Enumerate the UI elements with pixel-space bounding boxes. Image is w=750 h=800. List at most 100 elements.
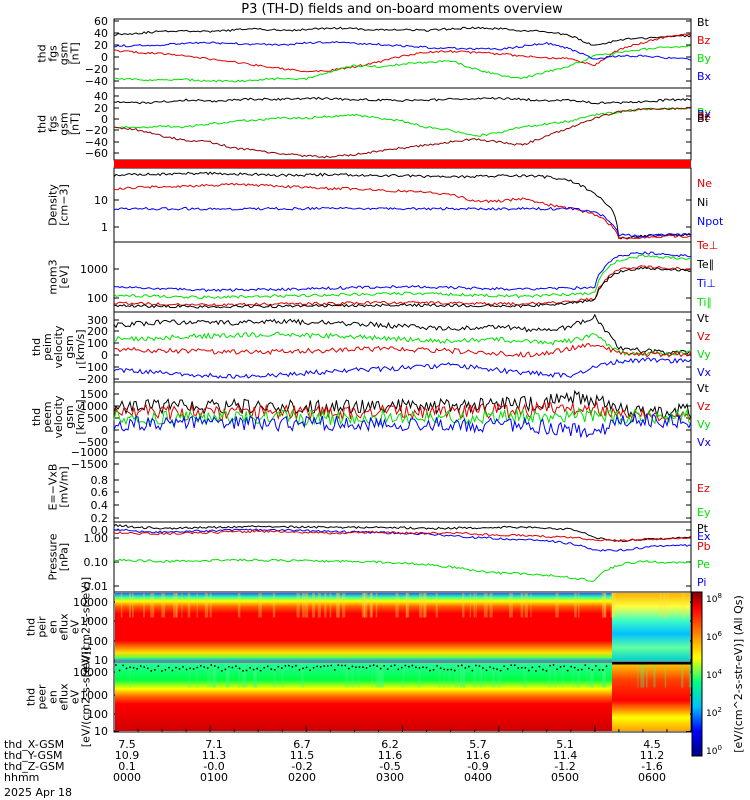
fill-marker	[199, 664, 202, 667]
fill-marker	[365, 667, 368, 669]
fill-marker	[288, 664, 290, 667]
spectrogram-streak	[601, 593, 606, 618]
spectrogram-streak	[663, 593, 667, 618]
spectrogram-streak	[207, 663, 211, 688]
fill-marker	[358, 666, 361, 668]
y-tick-label: −200	[78, 373, 108, 386]
spectrogram-streak	[509, 593, 513, 618]
spectrogram-streak	[196, 663, 198, 688]
fill-marker	[192, 668, 195, 670]
fill-marker	[150, 669, 153, 672]
y-tick-label: 0.01	[84, 580, 109, 593]
fill-marker	[284, 664, 287, 667]
fill-marker	[591, 668, 594, 671]
y-tick-label: 100	[87, 708, 108, 721]
spectrogram-streak	[254, 663, 257, 688]
series-te	[113, 266, 692, 309]
fill-marker	[175, 666, 177, 669]
fill-marker	[344, 664, 347, 667]
spectrogram-streak	[448, 663, 451, 688]
y-tick-label: 10000	[73, 596, 108, 609]
figure-title: P3 (TH-D) fields and on-board moments ov…	[241, 2, 563, 17]
fill-marker	[482, 667, 484, 669]
spectrogram-streak	[304, 593, 309, 618]
series-vz	[113, 400, 692, 423]
fill-marker	[118, 669, 121, 672]
spectrogram-streak	[479, 663, 483, 688]
fill-marker	[393, 664, 396, 667]
spectrogram-streak	[601, 663, 606, 688]
spectrogram-streak	[212, 663, 216, 688]
spectrogram-streak	[667, 593, 670, 618]
legend-bz: Bz	[697, 34, 711, 47]
footer-date: 2025 Apr 18	[4, 786, 72, 799]
spectrogram-streak	[358, 663, 360, 688]
fill-marker	[228, 665, 230, 668]
legend-vy: Vy	[697, 418, 711, 431]
electron-spectrogram-active	[612, 663, 690, 731]
spectrogram-streak	[435, 593, 438, 618]
y-axis-title: thdfgsgsm[nT]	[36, 42, 82, 65]
legend-bx: Bx	[697, 108, 712, 121]
spectrogram-streak	[375, 663, 380, 688]
fill-marker	[312, 666, 315, 669]
y-tick-label: 10	[94, 654, 108, 667]
spectrogram-streak	[417, 663, 421, 688]
fill-marker	[400, 666, 403, 669]
fill-marker	[478, 665, 481, 667]
fill-marker	[376, 665, 379, 668]
footer-ephemeris: thd_X-GSM 7.5 7.1 6.7 6.2 5.7 5.1 4.5 thd_Y-GSM 1…	[4, 726, 692, 784]
footer-value: 11.6	[378, 749, 403, 762]
y-tick-label: 0.2	[91, 512, 109, 525]
fill-marker	[605, 665, 608, 668]
fill-marker	[587, 667, 590, 670]
fill-marker	[580, 668, 583, 671]
spectrogram-streak	[523, 663, 527, 688]
y-tick-label: 1000	[80, 615, 108, 628]
legend-pt: Pt	[697, 522, 709, 535]
spectrogram-streak	[317, 593, 321, 618]
spectrogram-streak	[120, 593, 123, 618]
footer-value: 5.1	[556, 738, 574, 751]
fill-marker	[556, 668, 558, 671]
spectrogram-streak	[493, 663, 496, 688]
legend-pe: Pe	[697, 558, 710, 571]
fill-marker	[146, 667, 149, 670]
ion-spectrogram-quiet	[115, 593, 612, 661]
legend-ey: Ey	[697, 506, 711, 519]
fill-marker	[168, 666, 170, 669]
legend-ez: Ez	[697, 482, 710, 495]
fill-marker	[309, 669, 311, 672]
fill-marker	[524, 666, 527, 669]
y-axis-title: thdpeirenefluxeV[eV/(cm2-s-sr-eV)]	[25, 577, 93, 677]
spectrogram-streak	[454, 663, 458, 688]
spectrogram-streak	[143, 593, 145, 618]
series-bx	[113, 40, 692, 61]
fill-marker	[602, 669, 604, 671]
fill-marker	[471, 669, 474, 672]
spectrogram-streak	[371, 663, 373, 688]
fill-marker	[273, 668, 276, 671]
fill-marker	[153, 669, 156, 671]
fill-marker	[164, 668, 167, 671]
footer-row-label: thd_Z-GSM	[4, 760, 64, 773]
footer-value: -0.9	[467, 760, 488, 773]
fill-marker	[422, 666, 424, 669]
legend-te: Te⊥	[696, 239, 718, 252]
fill-marker	[249, 666, 251, 669]
series-vx	[113, 357, 692, 379]
legend-bx: Bx	[697, 70, 712, 83]
series-pe	[113, 558, 692, 582]
legend-vt: Vt	[697, 312, 710, 325]
spectrogram-streak	[489, 593, 493, 618]
footer-value: 11.4	[553, 749, 578, 762]
spectrogram-streak	[572, 663, 574, 688]
spectrogram-streak	[688, 663, 693, 688]
spectrogram-streak	[460, 663, 464, 688]
spectrogram-streak	[255, 663, 258, 688]
fill-marker	[443, 668, 446, 671]
spectrogram-streak	[601, 663, 606, 688]
spectrogram-streak	[241, 663, 246, 688]
footer-value: 0300	[376, 771, 404, 784]
fill-marker	[457, 664, 460, 667]
